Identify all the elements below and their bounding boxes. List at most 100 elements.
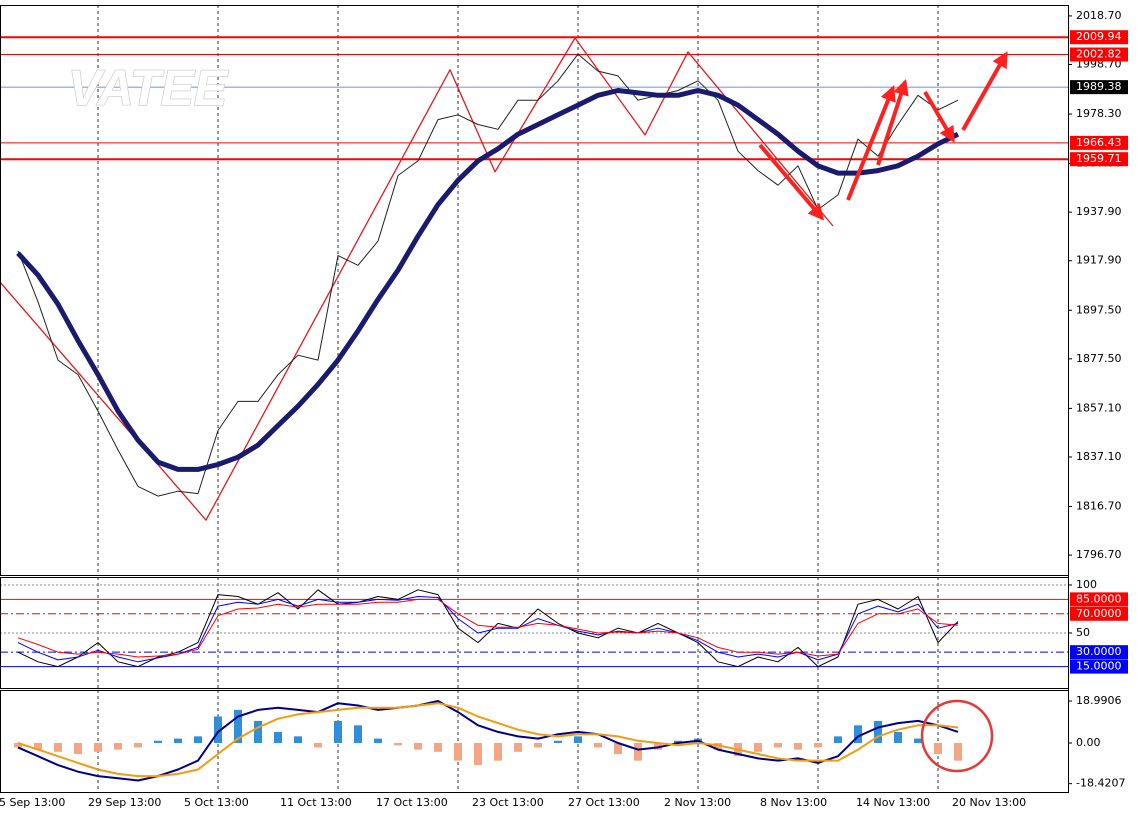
histogram-bar <box>914 738 922 743</box>
x-tick-label: 25 Sep 13:00 <box>0 796 65 809</box>
x-tick-label: 20 Nov 13:00 <box>952 796 1026 809</box>
histogram-bar <box>474 742 482 766</box>
y-tick-label: -18.4207 <box>1076 777 1125 790</box>
histogram-bar <box>934 742 942 755</box>
watermark: VATEE <box>68 60 229 116</box>
histogram-bar <box>814 742 822 748</box>
histogram-bar <box>674 740 682 743</box>
level-label-box <box>1070 135 1128 150</box>
arrow <box>876 78 909 166</box>
histogram-bar <box>234 709 242 743</box>
x-tick-label: 2 Nov 13:00 <box>664 796 731 809</box>
histogram-bar <box>254 720 262 743</box>
arrow <box>961 51 1008 131</box>
histogram-bar <box>94 742 102 752</box>
y-tick-label: 2018.70 <box>1076 9 1122 22</box>
histogram-bar <box>454 742 462 761</box>
histogram-bar <box>494 742 502 761</box>
y-tick-label: 50 <box>1076 626 1090 639</box>
histogram-bar <box>274 731 282 743</box>
y-tick-label: 100 <box>1076 578 1097 591</box>
arrow <box>923 90 955 143</box>
histogram-bar <box>754 742 762 752</box>
annotation-arrows <box>758 51 1008 221</box>
histogram-bar <box>114 742 122 750</box>
level-label-box <box>1070 30 1128 45</box>
histogram-bar <box>434 742 442 752</box>
line-series <box>16 88 960 472</box>
histogram-bar <box>854 725 862 743</box>
histogram-bar <box>74 742 82 755</box>
histogram-bar <box>334 720 342 743</box>
histogram-bar <box>714 742 722 750</box>
histogram-bar <box>54 742 62 752</box>
current-price-box <box>1070 80 1128 95</box>
level-label: 1959.71 <box>1076 152 1122 165</box>
level-label: 85.0000 <box>1076 592 1122 605</box>
level-label-box <box>1070 606 1128 621</box>
y-tick-label: 1937.90 <box>1076 205 1122 218</box>
y-tick-label: 1816.70 <box>1076 500 1122 513</box>
plot-area <box>0 577 1068 688</box>
histogram-bar <box>874 720 882 743</box>
x-tick-label: 5 Oct 13:00 <box>184 796 249 809</box>
histogram-bar <box>394 742 402 746</box>
line-series <box>17 589 959 668</box>
level-label-box <box>1070 152 1128 167</box>
level-label-box <box>1070 47 1128 62</box>
histogram-bar <box>14 742 22 748</box>
level-label-box <box>1070 645 1128 660</box>
histogram-bar <box>134 742 142 748</box>
x-tick-label: 23 Oct 13:00 <box>472 796 544 809</box>
histogram-bar <box>194 736 202 743</box>
histogram-bar <box>34 742 42 750</box>
y-tick-label: 1978.30 <box>1076 107 1122 120</box>
histogram-bar <box>774 742 782 748</box>
histogram-bar <box>374 738 382 743</box>
highlight-circle <box>920 699 994 773</box>
histogram-bar <box>514 742 522 752</box>
plot-area <box>0 5 1068 575</box>
y-tick-label: 1897.50 <box>1076 303 1122 316</box>
histogram-bar <box>154 740 162 743</box>
current-price-label: 1989.38 <box>1076 80 1122 93</box>
x-tick-label: 29 Sep 13:00 <box>88 796 161 809</box>
histogram-bar <box>294 736 302 743</box>
x-tick-label: 11 Oct 13:00 <box>280 796 352 809</box>
y-tick-label: 18.9906 <box>1076 694 1122 707</box>
histogram-bar <box>634 742 642 761</box>
histogram-bar <box>414 742 422 750</box>
histogram-bar <box>894 731 902 743</box>
histogram-bar <box>554 740 562 743</box>
histogram-bar <box>214 716 222 743</box>
level-label-box <box>1070 659 1128 674</box>
level-label: 2009.94 <box>1076 30 1122 43</box>
panes: 2018.701998.701978.301957.901937.901917.… <box>0 5 1128 809</box>
histogram-bar <box>174 738 182 743</box>
level-label: 2002.82 <box>1076 47 1122 60</box>
y-tick-label: 1837.10 <box>1076 450 1122 463</box>
x-tick-label: 17 Oct 13:00 <box>376 796 448 809</box>
arrow <box>846 85 896 201</box>
x-tick-label: 8 Nov 13:00 <box>760 796 827 809</box>
pane: 100 50 85.0000 70.0000 30.0000 15.0000 <box>0 577 1128 689</box>
histogram-bar <box>794 742 802 750</box>
level-label: 1966.43 <box>1076 136 1122 149</box>
y-tick-label: 1917.90 <box>1076 254 1122 267</box>
x-tick-label: 14 Nov 13:00 <box>856 796 930 809</box>
histogram-bar <box>534 742 542 748</box>
line-series <box>17 598 959 658</box>
level-label: 15.0000 <box>1076 660 1122 673</box>
line-series <box>17 700 959 782</box>
line-series <box>17 53 959 497</box>
arrow <box>758 143 825 221</box>
y-tick-label: 1857.10 <box>1076 401 1122 414</box>
plot-area <box>14 690 962 792</box>
histogram-bar <box>594 742 602 748</box>
level-label-box <box>1070 592 1128 607</box>
y-tick-label: 1877.50 <box>1076 352 1122 365</box>
histogram-bar <box>654 742 662 750</box>
level-label: 30.0000 <box>1076 645 1122 658</box>
y-tick-label: 0.00 <box>1076 736 1101 749</box>
